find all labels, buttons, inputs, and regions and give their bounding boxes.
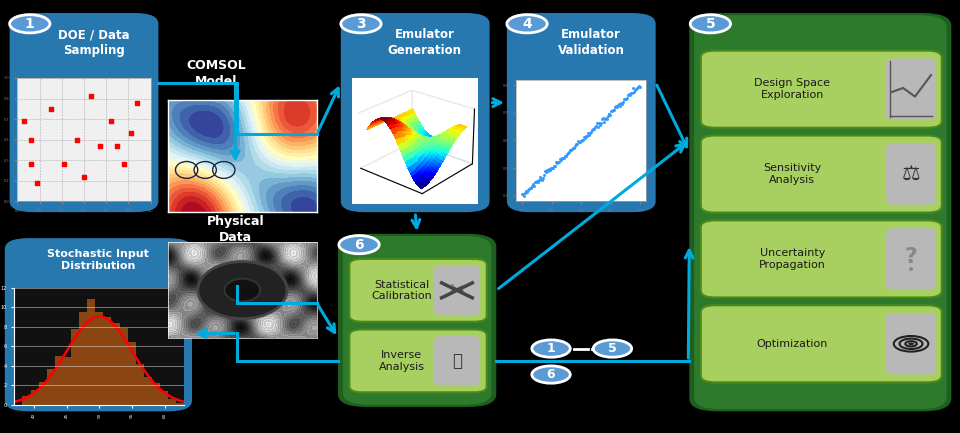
FancyBboxPatch shape bbox=[701, 220, 942, 297]
FancyBboxPatch shape bbox=[886, 313, 936, 375]
FancyBboxPatch shape bbox=[349, 330, 487, 392]
FancyBboxPatch shape bbox=[886, 143, 936, 205]
Text: ?: ? bbox=[904, 247, 918, 267]
Text: Emulator
Validation: Emulator Validation bbox=[558, 28, 624, 57]
FancyBboxPatch shape bbox=[5, 238, 192, 411]
Circle shape bbox=[341, 15, 381, 33]
Text: 4: 4 bbox=[522, 17, 532, 31]
FancyBboxPatch shape bbox=[338, 234, 496, 407]
Text: Design Space
Exploration: Design Space Exploration bbox=[755, 78, 830, 100]
Text: 1: 1 bbox=[25, 17, 35, 31]
Text: Uncertainty
Propagation: Uncertainty Propagation bbox=[759, 248, 826, 270]
Text: Sensitivity
Analysis: Sensitivity Analysis bbox=[763, 163, 822, 185]
Circle shape bbox=[532, 366, 570, 383]
FancyBboxPatch shape bbox=[886, 58, 936, 120]
FancyBboxPatch shape bbox=[10, 13, 158, 212]
FancyBboxPatch shape bbox=[434, 265, 480, 315]
FancyBboxPatch shape bbox=[701, 136, 942, 213]
Text: 5: 5 bbox=[608, 342, 617, 355]
Text: Stochastic Input
Distribution: Stochastic Input Distribution bbox=[47, 249, 150, 271]
Text: 6: 6 bbox=[547, 368, 555, 381]
FancyBboxPatch shape bbox=[694, 15, 947, 409]
Text: DOE / Data
Sampling: DOE / Data Sampling bbox=[58, 28, 130, 57]
Circle shape bbox=[908, 343, 914, 345]
Text: ⚖: ⚖ bbox=[901, 164, 921, 184]
FancyBboxPatch shape bbox=[343, 236, 492, 405]
Text: Statistical
Calibration: Statistical Calibration bbox=[372, 280, 432, 301]
Circle shape bbox=[339, 236, 379, 254]
Text: 5: 5 bbox=[706, 17, 715, 31]
Text: Optimization: Optimization bbox=[756, 339, 828, 349]
Circle shape bbox=[10, 15, 50, 33]
FancyBboxPatch shape bbox=[507, 13, 656, 212]
FancyBboxPatch shape bbox=[701, 305, 942, 382]
FancyBboxPatch shape bbox=[349, 259, 487, 322]
Text: ✂: ✂ bbox=[449, 281, 465, 299]
Text: •: • bbox=[907, 263, 915, 277]
Text: 1: 1 bbox=[546, 342, 556, 355]
FancyBboxPatch shape bbox=[341, 13, 490, 212]
Circle shape bbox=[507, 15, 547, 33]
Text: 6: 6 bbox=[354, 238, 364, 252]
Text: Inverse
Analysis: Inverse Analysis bbox=[378, 350, 424, 372]
Text: Emulator
Generation: Emulator Generation bbox=[388, 28, 462, 57]
Circle shape bbox=[593, 340, 632, 357]
Text: 3: 3 bbox=[356, 17, 366, 31]
Text: ⛰: ⛰ bbox=[452, 352, 462, 370]
FancyBboxPatch shape bbox=[434, 336, 480, 386]
Text: Physical
Data: Physical Data bbox=[206, 215, 264, 244]
Circle shape bbox=[532, 340, 570, 357]
Text: COMSOL
Model: COMSOL Model bbox=[186, 59, 246, 88]
Circle shape bbox=[690, 15, 731, 33]
FancyBboxPatch shape bbox=[689, 13, 951, 411]
FancyBboxPatch shape bbox=[886, 228, 936, 290]
FancyBboxPatch shape bbox=[701, 51, 942, 128]
